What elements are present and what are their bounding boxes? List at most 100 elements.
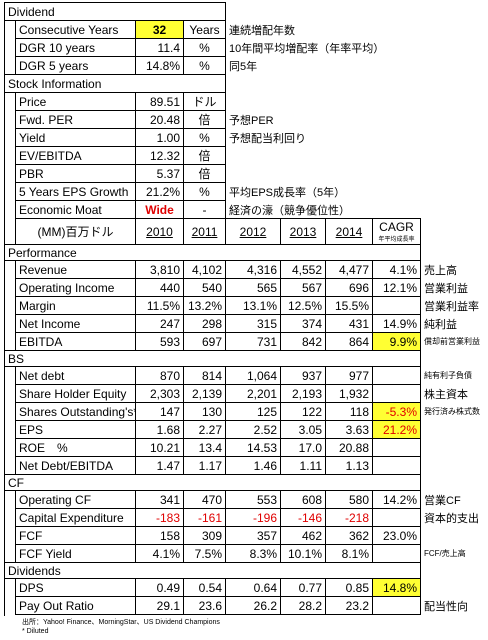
row-label: Capital Expenditure <box>15 508 136 527</box>
value: 26.2 <box>225 596 281 615</box>
value: 298 <box>183 314 226 333</box>
value: 8.1% <box>325 544 373 563</box>
row-label: FCF Yield <box>15 544 136 563</box>
value: 462 <box>280 526 326 545</box>
cagr: 14.8% <box>372 578 421 597</box>
section-header: Dividend <box>4 2 226 21</box>
row-label: Net Debt/EBITDA <box>15 456 136 475</box>
value: 1.17 <box>183 456 226 475</box>
unit: 倍 <box>183 110 226 129</box>
row-label: Net debt <box>15 366 136 385</box>
value: 842 <box>280 332 326 351</box>
value: 21.2% <box>135 182 184 201</box>
value: 15.5% <box>325 296 373 315</box>
value: 0.64 <box>225 578 281 597</box>
value: 10.21 <box>135 438 184 457</box>
value: 20.88 <box>325 438 373 457</box>
cagr-subtitle: 年平均成長率 <box>378 237 415 243</box>
cagr <box>372 596 421 615</box>
value: 3.05 <box>280 420 326 439</box>
row-label: FCF <box>15 526 136 545</box>
value: 580 <box>325 490 373 509</box>
value: 23.2 <box>325 596 373 615</box>
frame-line <box>4 2 5 616</box>
value: 3,810 <box>135 260 184 279</box>
unit: % <box>183 56 226 75</box>
value: 1,932 <box>325 384 373 403</box>
note: 営業CF <box>424 494 461 507</box>
row-label: Operating CF <box>15 490 136 509</box>
unit: - <box>183 200 226 219</box>
value: 3.63 <box>325 420 373 439</box>
note: 営業利益率 <box>424 300 479 313</box>
value: 118 <box>325 402 373 421</box>
row-label: Net Income <box>15 314 136 333</box>
row-label: Shares Outstanding's* <box>15 402 136 421</box>
value: 864 <box>325 332 373 351</box>
row-label: Margin <box>15 296 136 315</box>
row-label: DGR 5 years <box>15 56 136 75</box>
value: 4,316 <box>225 260 281 279</box>
value: 247 <box>135 314 184 333</box>
value: 14.8% <box>135 56 184 75</box>
note: 純利益 <box>424 318 457 331</box>
cagr <box>372 508 421 527</box>
value: 4,477 <box>325 260 373 279</box>
value: 470 <box>183 490 226 509</box>
cagr: 4.1% <box>372 260 421 279</box>
cagr: 23.0% <box>372 526 421 545</box>
cagr <box>372 296 421 315</box>
note: 償却前営業利益 <box>424 337 480 346</box>
cagr: 12.1% <box>372 278 421 297</box>
note: 株主資本 <box>424 388 468 401</box>
year-header: 2014 <box>325 218 373 245</box>
value: 5.37 <box>135 164 184 183</box>
value: 0.54 <box>183 578 226 597</box>
cagr <box>372 366 421 385</box>
value: 13.2% <box>183 296 226 315</box>
note: 資本的支出 <box>424 512 479 525</box>
row-label: PBR <box>15 164 136 183</box>
value: -161 <box>183 508 226 527</box>
value: -146 <box>280 508 326 527</box>
year-header: 2013 <box>280 218 326 245</box>
value: 14.53 <box>225 438 281 457</box>
value: 696 <box>325 278 373 297</box>
note: FCF/売上高 <box>424 549 466 558</box>
cagr <box>372 384 421 403</box>
value: 1.47 <box>135 456 184 475</box>
value: 2,193 <box>280 384 326 403</box>
value: 1.68 <box>135 420 184 439</box>
unit: ドル <box>183 92 226 111</box>
value: 0.77 <box>280 578 326 597</box>
value: 309 <box>183 526 226 545</box>
cagr <box>372 544 421 563</box>
row-label: Revenue <box>15 260 136 279</box>
unit: % <box>183 182 226 201</box>
value: 29.1 <box>135 596 184 615</box>
row-label: Yield <box>15 128 136 147</box>
value: 122 <box>280 402 326 421</box>
value: 697 <box>183 332 226 351</box>
value: 4,552 <box>280 260 326 279</box>
value: 2,139 <box>183 384 226 403</box>
row-label: ROE % <box>15 438 136 457</box>
section-header: Dividends <box>4 562 421 579</box>
value: 8.3% <box>225 544 281 563</box>
value: 977 <box>325 366 373 385</box>
value: 553 <box>225 490 281 509</box>
value: 357 <box>225 526 281 545</box>
row-label: EPS <box>15 420 136 439</box>
value: 731 <box>225 332 281 351</box>
value: 2.52 <box>225 420 281 439</box>
value: 10.1% <box>280 544 326 563</box>
row-label: Share Holder Equity <box>15 384 136 403</box>
unit: % <box>183 38 226 57</box>
row-label: Consecutive Years <box>15 20 136 39</box>
cagr: -5.3% <box>372 402 421 421</box>
value: 593 <box>135 332 184 351</box>
row-label: DGR 10 years <box>15 38 136 57</box>
note: 営業利益 <box>424 282 468 295</box>
footer-note: * Diluted <box>22 628 49 635</box>
value: 1.13 <box>325 456 373 475</box>
